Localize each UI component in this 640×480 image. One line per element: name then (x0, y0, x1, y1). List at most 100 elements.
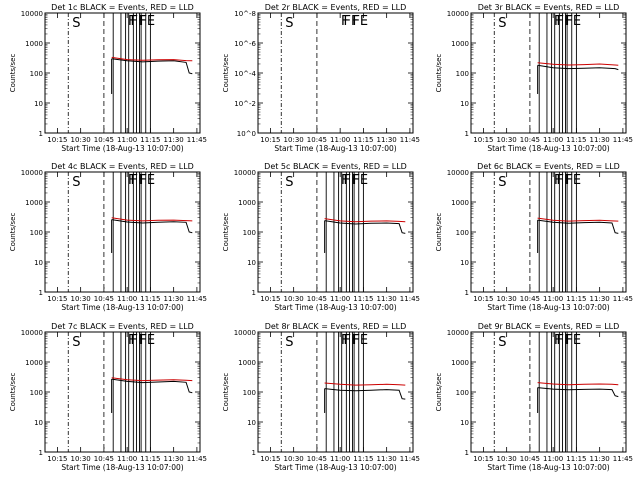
lld-series-line (537, 217, 619, 222)
x-tick-label: 11:30 (590, 455, 610, 463)
y-tick-label: 10000 (447, 10, 469, 18)
flag-label: FF (131, 173, 146, 188)
x-tick-label: 10:30 (497, 136, 517, 144)
y-axis-label: Counts/sec (222, 54, 230, 93)
panel-title: Det 9r BLACK = Events, RED = LLD (478, 322, 620, 331)
x-tick-label: 11:45 (400, 455, 420, 463)
x-tick-label: 11:15 (140, 136, 160, 144)
detector-panel: Det 7c BLACK = Events, RED = LLD 1 10 100 10… (9, 322, 207, 472)
time-marker-label: S (72, 335, 80, 350)
x-tick-label: 10:15 (473, 136, 493, 144)
x-tick-label: 11:15 (140, 295, 160, 303)
events-series-line (111, 219, 193, 234)
detector-panel: Det 2r BLACK = Events, RED = LLD 10^0 10^-… (222, 3, 420, 153)
detector-panel: Det 8r BLACK = Events, RED = LLD 1 10 100 10… (222, 322, 420, 472)
x-tick-label: 11:00 (543, 295, 563, 303)
x-tick-label: 10:45 (307, 136, 327, 144)
x-tick-label: 11:45 (187, 295, 207, 303)
events-series-line (537, 219, 619, 234)
x-axis-label: Start Time (18-Aug-13 10:07:00) (61, 144, 183, 153)
flag-label: FF (344, 14, 359, 29)
y-tick-label: 100 (243, 389, 256, 397)
detector-panel: Det 9r BLACK = Events, RED = LLD 1 10 100 10… (435, 322, 633, 472)
x-tick-label: 11:00 (330, 295, 350, 303)
flag-label: FE (565, 333, 581, 348)
y-axis-label: Counts/sec (222, 373, 230, 412)
detector-panel: Det 6c BLACK = Events, RED = LLD 1 10 100 10… (435, 162, 633, 312)
flag-label: F (128, 173, 135, 188)
flag-label: F (341, 173, 348, 188)
events-series-line (324, 388, 406, 400)
time-marker-label: S (498, 335, 506, 350)
x-axis-label: Start Time (18-Aug-13 10:07:00) (274, 144, 396, 153)
time-marker-label: S (498, 16, 506, 31)
y-tick-label: 10000 (21, 10, 43, 18)
y-tick-label: 10^-6 (234, 40, 256, 48)
y-axis-label: Counts/sec (9, 54, 17, 93)
flag-label: FE (139, 333, 155, 348)
flag-label: FF (131, 333, 146, 348)
x-tick-label: 11:45 (613, 136, 633, 144)
y-tick-label: 10 (460, 259, 469, 267)
lld-series-line (324, 382, 406, 386)
flag-label: FE (139, 14, 155, 29)
y-tick-label: 100 (30, 70, 43, 78)
detector-panel: Det 4c BLACK = Events, RED = LLD 1 10 100 10… (9, 162, 207, 312)
y-tick-label: 10 (34, 259, 43, 267)
flag-label: FE (139, 173, 155, 188)
x-tick-label: 11:15 (353, 455, 373, 463)
flag-label: FF (131, 14, 146, 29)
panel-title: Det 6c BLACK = Events, RED = LLD (477, 162, 620, 171)
x-tick-label: 11:30 (164, 455, 184, 463)
panel-title: Det 4c BLACK = Events, RED = LLD (51, 162, 194, 171)
y-tick-label: 1 (465, 449, 469, 457)
flag-label: FF (344, 333, 359, 348)
y-tick-label: 10 (460, 100, 469, 108)
x-tick-label: 11:15 (353, 295, 373, 303)
x-tick-label: 10:30 (71, 295, 91, 303)
flag-label: F (554, 333, 561, 348)
y-tick-label: 1000 (25, 199, 43, 207)
flag-label: FE (352, 14, 368, 29)
y-tick-label: 1 (39, 130, 43, 138)
time-marker-label: S (72, 175, 80, 190)
x-tick-label: 11:15 (566, 295, 586, 303)
x-tick-label: 10:30 (71, 136, 91, 144)
y-tick-label: 1 (39, 449, 43, 457)
flag-label: F (554, 173, 561, 188)
x-tick-label: 11:45 (400, 136, 420, 144)
x-axis-label: Start Time (18-Aug-13 10:07:00) (61, 303, 183, 312)
x-tick-label: 11:00 (330, 455, 350, 463)
x-tick-label: 10:45 (94, 295, 114, 303)
flag-label: F (341, 333, 348, 348)
y-tick-label: 10000 (447, 169, 469, 177)
y-tick-label: 1000 (451, 199, 469, 207)
y-tick-label: 10 (34, 100, 43, 108)
y-tick-label: 10 (460, 419, 469, 427)
x-axis-label: Start Time (18-Aug-13 10:07:00) (274, 463, 396, 472)
x-tick-label: 11:00 (117, 455, 137, 463)
events-series-line (537, 64, 619, 71)
y-tick-label: 10 (34, 419, 43, 427)
x-tick-label: 10:15 (260, 455, 280, 463)
y-tick-label: 1000 (25, 40, 43, 48)
y-tick-label: 1000 (451, 359, 469, 367)
x-tick-label: 11:30 (377, 455, 397, 463)
x-tick-label: 11:45 (613, 455, 633, 463)
x-tick-label: 10:45 (94, 136, 114, 144)
panel-title: Det 5c BLACK = Events, RED = LLD (264, 162, 407, 171)
x-axis-label: Start Time (18-Aug-13 10:07:00) (487, 144, 609, 153)
x-tick-label: 11:30 (164, 136, 184, 144)
y-axis-label: Counts/sec (9, 373, 17, 412)
y-tick-label: 1 (252, 289, 256, 297)
y-tick-label: 1 (465, 130, 469, 138)
x-tick-label: 11:00 (117, 295, 137, 303)
x-tick-label: 10:15 (473, 455, 493, 463)
y-axis-label: Counts/sec (9, 213, 17, 252)
x-tick-label: 11:00 (117, 136, 137, 144)
y-tick-label: 100 (456, 70, 469, 78)
y-tick-label: 10000 (21, 329, 43, 337)
time-marker-label: S (285, 175, 293, 190)
y-tick-label: 10^-8 (234, 10, 256, 18)
